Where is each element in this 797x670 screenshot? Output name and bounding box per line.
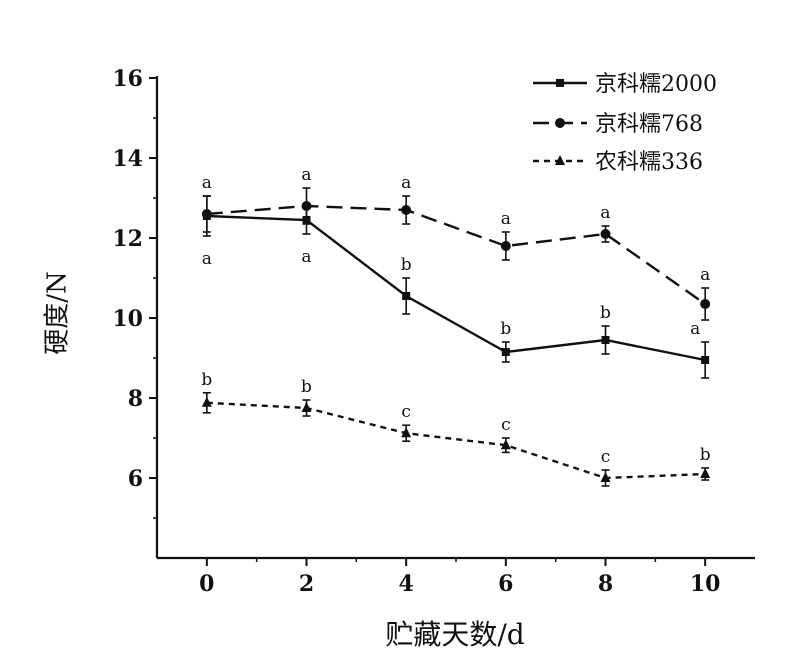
y-axis-title: 硬度/N (42, 271, 73, 355)
significance-letter: c (601, 447, 611, 467)
data-point (301, 402, 312, 412)
x-tick-label: 2 (299, 571, 314, 597)
significance-letter: a (301, 165, 311, 185)
data-point (601, 336, 610, 344)
significance-letter: c (401, 402, 411, 422)
series-line (206, 401, 706, 480)
y-tick-label: 8 (128, 386, 143, 412)
y-tick-label: 16 (112, 66, 143, 92)
y-tick-label: 10 (112, 306, 143, 332)
x-tick-label: 8 (598, 571, 613, 597)
series-line (206, 214, 706, 362)
significance-letter: a (202, 249, 212, 269)
data-point (500, 439, 511, 450)
legend-item-2: 京科糯768 (533, 112, 703, 137)
significance-letters: a a b b b a a a a a a a b b c c c b (201, 165, 710, 467)
legend: 京科糯2000 京科糯768 农科糯336 (533, 72, 717, 175)
y-tick-label: 14 (112, 146, 143, 172)
significance-letter: c (501, 415, 511, 435)
data-point (600, 472, 611, 482)
y-tick-label: 12 (112, 226, 143, 252)
significance-letter: b (500, 319, 511, 339)
significance-letter: b (301, 377, 312, 397)
legend-marker (555, 118, 565, 128)
significance-letter: a (600, 203, 610, 223)
x-tick-label: 6 (498, 571, 513, 597)
legend-label: 京科糯768 (595, 112, 703, 137)
data-point (700, 299, 711, 309)
significance-letter: b (600, 303, 611, 323)
series-2 (201, 187, 711, 321)
significance-letter: a (301, 247, 311, 267)
significance-letter: a (501, 209, 511, 229)
legend-label: 农科糯336 (595, 150, 703, 175)
x-tick-label: 10 (690, 571, 721, 597)
x-tick-label: 4 (399, 571, 414, 597)
significance-letter: b (401, 255, 412, 275)
data-point (401, 427, 412, 438)
x-tick-label: 0 (199, 571, 214, 597)
significance-letter: a (401, 173, 411, 193)
data-point (201, 209, 212, 219)
data-point (701, 356, 710, 364)
series-line (206, 204, 706, 305)
data-point (201, 396, 212, 407)
y-tick-label: 6 (128, 466, 143, 492)
data-point (501, 348, 510, 356)
data-point (401, 205, 412, 215)
data-point (301, 201, 312, 211)
significance-letter: a (202, 173, 212, 193)
legend-item-3: 农科糯336 (533, 150, 703, 175)
legend-marker (556, 79, 564, 87)
axes: 6 8 10 12 14 16 0 2 4 6 8 10 (112, 66, 755, 597)
significance-letter: a (690, 319, 700, 339)
x-axis-title: 贮藏天数/d (385, 618, 525, 651)
legend-label: 京科糯2000 (595, 72, 717, 97)
significance-letter: a (700, 265, 710, 285)
legend-marker (555, 155, 565, 165)
significance-letter: b (201, 370, 212, 390)
series-1 (202, 195, 710, 379)
data-point (600, 229, 611, 239)
data-point (402, 292, 411, 300)
significance-letter: b (700, 445, 711, 465)
legend-item-1: 京科糯2000 (533, 72, 717, 97)
data-point (500, 241, 511, 251)
data-point (700, 468, 711, 478)
series-layer (201, 187, 711, 487)
series-3 (201, 391, 711, 487)
